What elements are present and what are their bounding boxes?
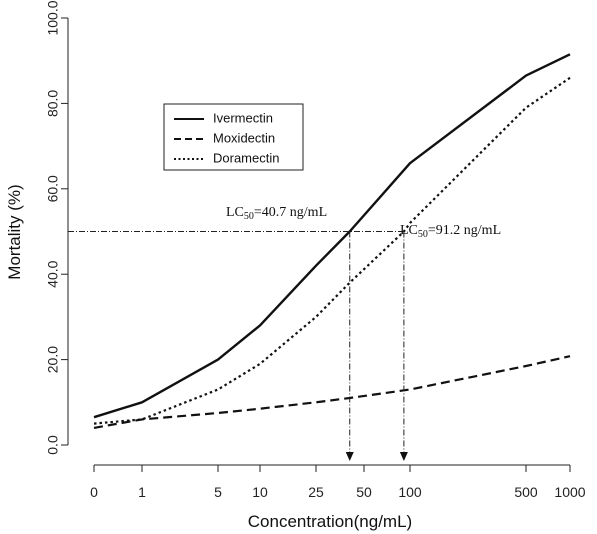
x-axis-title: Concentration(ng/mL) <box>248 512 412 531</box>
series-line-ivermectin <box>93 53 571 419</box>
down-arrow-icon <box>345 452 354 461</box>
legend: Ivermectin Moxidectin Doramectin <box>163 103 304 171</box>
legend-label: Ivermectin <box>213 110 273 125</box>
lc50-label: LC50=40.7 ng/mL <box>226 205 327 222</box>
series-line-doramectin <box>93 76 571 425</box>
y-tick-label: 60.0 <box>45 175 61 202</box>
legend-box <box>163 103 304 171</box>
annotations: LC50=40.7 ng/mL LC50=91.2 ng/mL <box>68 205 501 461</box>
y-tick-label: 80.0 <box>45 90 61 117</box>
x-tick-label: 100 <box>398 484 422 500</box>
x-tick-label: 50 <box>356 484 372 500</box>
y-tick-label: 100.0 <box>45 0 61 35</box>
axes: 0.0 20.0 40.0 60.0 80.0 100.0 0 1 5 10 25 50 100 500 1… <box>5 0 586 531</box>
x-tick-label: 1 <box>138 484 146 500</box>
y-axis-title: Mortality (%) <box>5 184 24 279</box>
series-lines <box>93 53 571 429</box>
y-tick-label: 0.0 <box>45 435 61 455</box>
y-tick-label: 20.0 <box>45 346 61 373</box>
x-tick-label: 0 <box>90 484 98 500</box>
x-tick-label: 5 <box>214 484 222 500</box>
lc50-label: LC50=91.2 ng/mL <box>400 223 501 240</box>
x-tick-label: 10 <box>252 484 268 500</box>
down-arrow-icon <box>399 452 408 461</box>
y-tick-label: 40.0 <box>45 260 61 287</box>
legend-label: Moxidectin <box>213 130 275 145</box>
x-tick-label: 500 <box>514 484 538 500</box>
legend-label: Doramectin <box>213 150 279 165</box>
x-tick-label: 1000 <box>554 484 585 500</box>
x-tick-label: 25 <box>308 484 324 500</box>
series-line-moxidectin <box>93 355 571 429</box>
